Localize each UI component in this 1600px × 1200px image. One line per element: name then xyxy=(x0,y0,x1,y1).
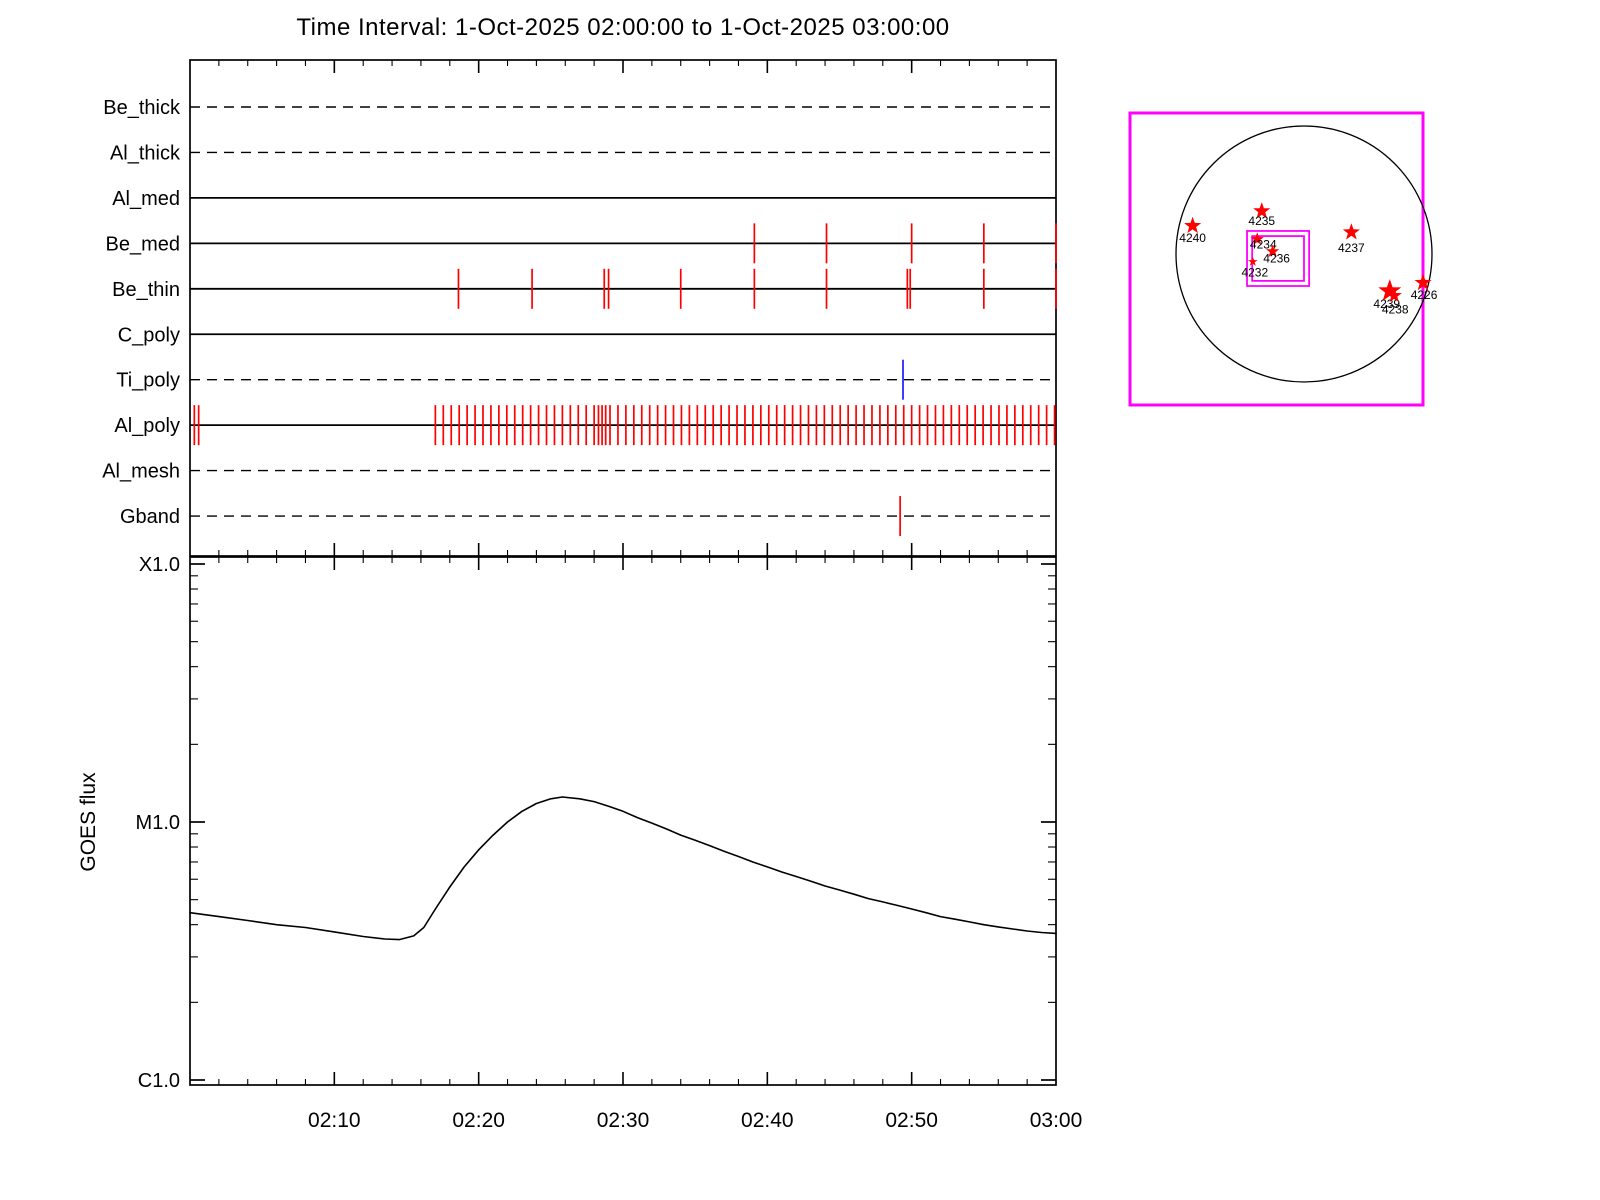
active-region-star-4236 xyxy=(1266,244,1280,258)
active-region-label-4239: 4239 xyxy=(1373,297,1400,311)
goes-flux-axis-title: GOES flux xyxy=(77,772,100,872)
disk-frame xyxy=(1128,111,1425,407)
active-region-star-4226 xyxy=(1414,273,1432,291)
channel-label: Ti_poly xyxy=(116,370,180,392)
active-region-star-4240 xyxy=(1184,216,1202,234)
active-region-label-4237: 4237 xyxy=(1338,241,1365,255)
exposure-timeline-panel: Be_thick Al_thick Al_med Be_med Be_thin C_pol… xyxy=(102,59,1057,557)
channel-label: Be_thick xyxy=(103,97,181,119)
channel-row-ti_poly: Ti_poly xyxy=(116,359,1056,400)
channel-label: C_poly xyxy=(118,324,180,346)
channel-label: Be_med xyxy=(106,233,181,255)
flux-tick-label: M1.0 xyxy=(136,812,180,834)
plot-title: Time Interval: 1-Oct-2025 02:00:00 to 1-… xyxy=(296,14,950,41)
fov-box xyxy=(1246,230,1311,287)
active-region-star-4238 xyxy=(1386,287,1402,303)
flux-tick-label: C1.0 xyxy=(138,1070,180,1092)
channel-row-al_thick: Al_thick xyxy=(110,142,1056,164)
time-tick-label: 02:40 xyxy=(741,1109,794,1132)
channel-row-be_thick: Be_thick xyxy=(103,97,1056,119)
goes-flux-curve xyxy=(189,796,1057,941)
active-region-label-4234: 4234 xyxy=(1250,237,1277,251)
time-tick-label: 03:00 xyxy=(1030,1109,1083,1132)
channel-row-gband: Gband xyxy=(120,496,1056,537)
flux-tick-label: X1.0 xyxy=(139,554,180,576)
channel-label: Al_thick xyxy=(110,142,181,164)
channel-label: Al_poly xyxy=(114,415,180,437)
time-tick-label: 02:50 xyxy=(885,1109,938,1132)
active-region-label-4235: 4235 xyxy=(1248,214,1275,228)
goes-flux-panel: X1.0 M1.0 C1.0 02:10 02:20 02:30 02:40 02:50 03:… xyxy=(77,554,1082,1132)
time-tick-label: 02:30 xyxy=(597,1109,650,1132)
time-tick-label: 02:10 xyxy=(308,1109,361,1132)
active-region-star-4234 xyxy=(1250,232,1264,245)
channel-label: Gband xyxy=(120,506,180,528)
active-region-star-4237 xyxy=(1342,223,1360,240)
active-region-label-4238: 4238 xyxy=(1382,303,1409,317)
active-region-star-4232 xyxy=(1248,256,1258,266)
channel-row-be_thin: Be_thin xyxy=(112,268,1057,309)
channel-label: Al_med xyxy=(112,188,180,210)
active-region-star-4235 xyxy=(1253,202,1271,219)
channel-row-c_poly: C_poly xyxy=(118,324,1056,346)
solar-limb-circle xyxy=(1175,125,1433,383)
active-region-label-4232: 4232 xyxy=(1241,266,1268,280)
active-region-label-4226: 4226 xyxy=(1411,288,1438,302)
active-region-star-4239 xyxy=(1378,279,1402,301)
active-region-label-4240: 4240 xyxy=(1179,231,1206,245)
fov-box xyxy=(1251,235,1305,282)
channel-row-al_mesh: Al_mesh xyxy=(102,461,1056,483)
channel-label: Al_mesh xyxy=(102,461,180,483)
channel-row-al_poly: Al_poly xyxy=(114,405,1056,446)
channel-row-be_med: Be_med xyxy=(106,223,1057,264)
active-region-label-4236: 4236 xyxy=(1263,251,1290,265)
time-tick-label: 02:20 xyxy=(452,1109,505,1132)
channel-row-al_med: Al_med xyxy=(112,188,1056,210)
channel-label: Be_thin xyxy=(112,279,180,301)
